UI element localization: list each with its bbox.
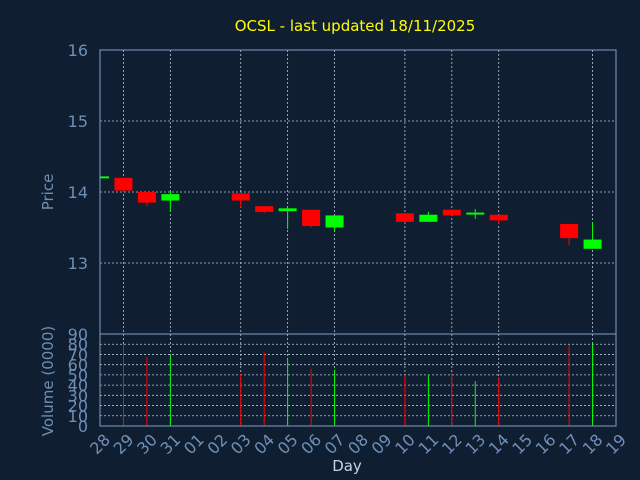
candle-body: [255, 206, 274, 212]
volume-tick-label: 10: [68, 407, 88, 426]
volume-tick-label: 0: [78, 417, 88, 436]
candle-body: [302, 209, 321, 227]
volume-bars: [122, 344, 594, 426]
day-axis-label: Day: [332, 457, 362, 475]
volume-tick-label: 60: [68, 356, 88, 375]
candle-body: [419, 214, 438, 222]
volume-tick-label: 40: [68, 376, 88, 395]
candle-body: [161, 194, 180, 201]
volume-tick-label: 80: [68, 335, 88, 354]
candle-body: [114, 177, 133, 191]
volume-tick-label: 50: [68, 366, 88, 385]
volume-axis-label: Volume (0000): [39, 326, 57, 436]
price-tick-label: 15: [68, 112, 88, 131]
candle-body: [442, 209, 461, 216]
volume-panel-frame: [99, 333, 617, 427]
volume-tick-label: 20: [68, 397, 88, 416]
price-axis-label: Price: [39, 174, 57, 211]
price-tick-label: 14: [68, 183, 88, 202]
price-candles: [99, 176, 602, 249]
candle-body: [489, 214, 508, 221]
price-tick-label: 13: [68, 254, 88, 273]
volume-tick-label: 30: [68, 386, 88, 405]
candle-body: [278, 208, 297, 212]
candle-body: [560, 223, 579, 239]
candle-body: [231, 193, 250, 201]
candle-body: [466, 212, 485, 215]
volume-tick-label: 70: [68, 345, 88, 364]
candle-body: [583, 239, 602, 249]
price-tick-labels: 13 14 15 16: [68, 41, 88, 273]
candle-body: [395, 213, 414, 222]
candle-body: [100, 176, 109, 179]
day-tick-labels: 2829303101020304050607080910111213141516…: [86, 430, 630, 458]
candle-body: [137, 192, 156, 203]
volume-tick-label: 90: [68, 325, 88, 344]
price-tick-label: 16: [68, 41, 88, 60]
candle-body: [325, 215, 344, 228]
chart-title: OCSL - last updated 18/11/2025: [235, 17, 476, 35]
